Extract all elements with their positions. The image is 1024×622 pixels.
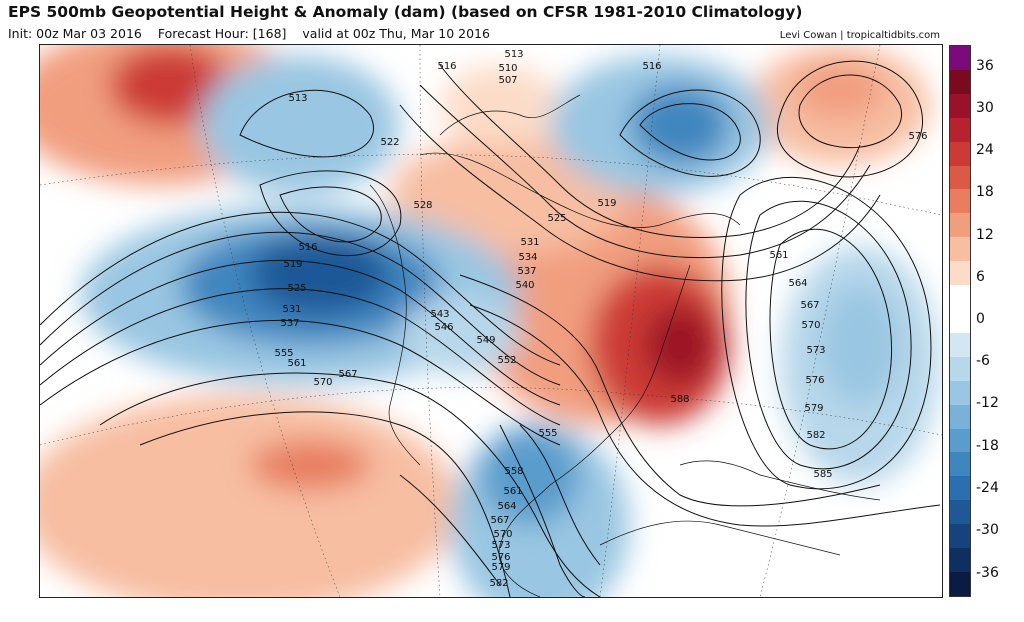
contour-label: 561: [503, 486, 522, 497]
anomaly-shading: [40, 45, 940, 597]
contour-label: 573: [491, 540, 510, 551]
contour-label: 516: [642, 61, 661, 72]
contour-label: 576: [491, 552, 510, 563]
contour-label: 570: [801, 320, 820, 331]
contour-label: 561: [769, 250, 788, 261]
colorbar-tick-label: -18: [976, 438, 999, 454]
colorbar-segment: [950, 452, 970, 477]
contour-label: 552: [497, 355, 516, 366]
lat-lon-grid: [40, 45, 942, 597]
colorbar-segment: [950, 548, 970, 572]
colorbar-tick-label: 30: [976, 100, 994, 116]
contour-label: 528: [413, 200, 432, 211]
contour-label: 567: [338, 369, 357, 380]
contour-label: 525: [547, 213, 566, 224]
colorbar-segment: [950, 308, 970, 333]
contour-label: 582: [806, 430, 825, 441]
colorbar-tick-label: 6: [976, 269, 985, 285]
colorbar-segment: [950, 404, 970, 429]
colorbar-segment: [950, 261, 970, 286]
contour-label: 525: [287, 283, 306, 294]
contour-label: 570: [493, 529, 512, 540]
colorbar-segment: [950, 213, 970, 238]
contour-label: 546: [434, 322, 453, 333]
contour-label: 513: [504, 49, 523, 60]
forecast-hour: Forecast Hour: [168]: [157, 26, 287, 41]
colorbar-segment: [950, 46, 970, 70]
contour-label: 516: [437, 61, 456, 72]
colorbar-segment: [950, 69, 970, 94]
colorbar-segment: [950, 117, 970, 142]
colorbar-segment: [950, 165, 970, 190]
colorbar-tick-label: 12: [976, 227, 994, 243]
contour-label: 567: [490, 515, 509, 526]
colorbar-segment: [950, 428, 970, 453]
colorbar-segment: [950, 332, 970, 357]
colorbar-segment: [950, 524, 970, 549]
colorbar-tick-label: 0: [976, 311, 985, 327]
contour-label: 519: [283, 259, 302, 270]
contour-label: 522: [380, 137, 399, 148]
contour-label: 516: [298, 242, 317, 253]
contour-label: 582: [489, 578, 508, 589]
height-contours: [40, 60, 941, 597]
colorbar-segment: [950, 571, 970, 596]
colorbar-tick-label: 24: [976, 142, 994, 158]
colorbar-segment: [950, 189, 970, 214]
contour-label: 519: [597, 198, 616, 209]
contour-label: 537: [517, 266, 536, 277]
contour-label: 573: [806, 345, 825, 356]
contour-label: 564: [788, 278, 807, 289]
contour-label: 570: [313, 377, 332, 388]
contour-label: 531: [520, 237, 539, 248]
contour-label: 585: [813, 469, 832, 480]
colorbar-segment: [950, 476, 970, 501]
contour-label: 540: [515, 280, 534, 291]
contour-label: 555: [274, 348, 293, 359]
contour-label: 579: [491, 562, 510, 573]
contour-label: 588: [670, 394, 689, 405]
contour-label: 555: [538, 428, 557, 439]
colorbar: [949, 45, 971, 597]
chart-subtitle: Init: 00z Mar 03 2016 Forecast Hour: [16…: [8, 26, 502, 41]
colorbar-segment: [950, 500, 970, 525]
valid-time: valid at 00z Thu, Mar 10 2016: [302, 26, 490, 41]
coastlines: [369, 94, 881, 597]
colorbar-segment: [950, 93, 970, 118]
contour-label: 558: [504, 466, 523, 477]
colorbar-segment: [950, 356, 970, 381]
contour-label: 534: [518, 252, 537, 263]
contour-label: 576: [908, 131, 927, 142]
colorbar-tick-label: 36: [976, 58, 994, 74]
contour-label: 564: [497, 501, 516, 512]
colorbar-segment: [950, 141, 970, 166]
contour-label: 561: [287, 358, 306, 369]
colorbar-tick-label: -36: [976, 565, 999, 581]
init-time: Init: 00z Mar 03 2016: [8, 26, 142, 41]
contour-label: 579: [804, 403, 823, 414]
contour-label: 510: [498, 63, 517, 74]
contour-label: 567: [800, 300, 819, 311]
contour-label: 513: [288, 93, 307, 104]
colorbar-tick-label: -24: [976, 480, 999, 496]
colorbar-tick-label: 18: [976, 184, 994, 200]
chart-title: EPS 500mb Geopotential Height & Anomaly …: [8, 3, 803, 21]
contour-label: 543: [430, 309, 449, 320]
contour-label: 576: [805, 375, 824, 386]
contour-label: 537: [280, 318, 299, 329]
colorbar-segment: [950, 285, 970, 309]
map-panel: 513 516 510 507 516 513 522 528 525 519 531 534 537 5…: [39, 44, 943, 598]
colorbar-segment: [950, 380, 970, 405]
contour-label: 549: [476, 335, 495, 346]
colorbar-tick-label: -30: [976, 522, 999, 538]
colorbar-segment: [950, 237, 970, 262]
colorbar-tick-label: -6: [976, 353, 990, 369]
credit-text: Levi Cowan | tropicaltidbits.com: [779, 30, 940, 41]
contour-label: 507: [498, 75, 517, 86]
contour-label: 531: [282, 304, 301, 315]
colorbar-tick-label: -12: [976, 395, 999, 411]
